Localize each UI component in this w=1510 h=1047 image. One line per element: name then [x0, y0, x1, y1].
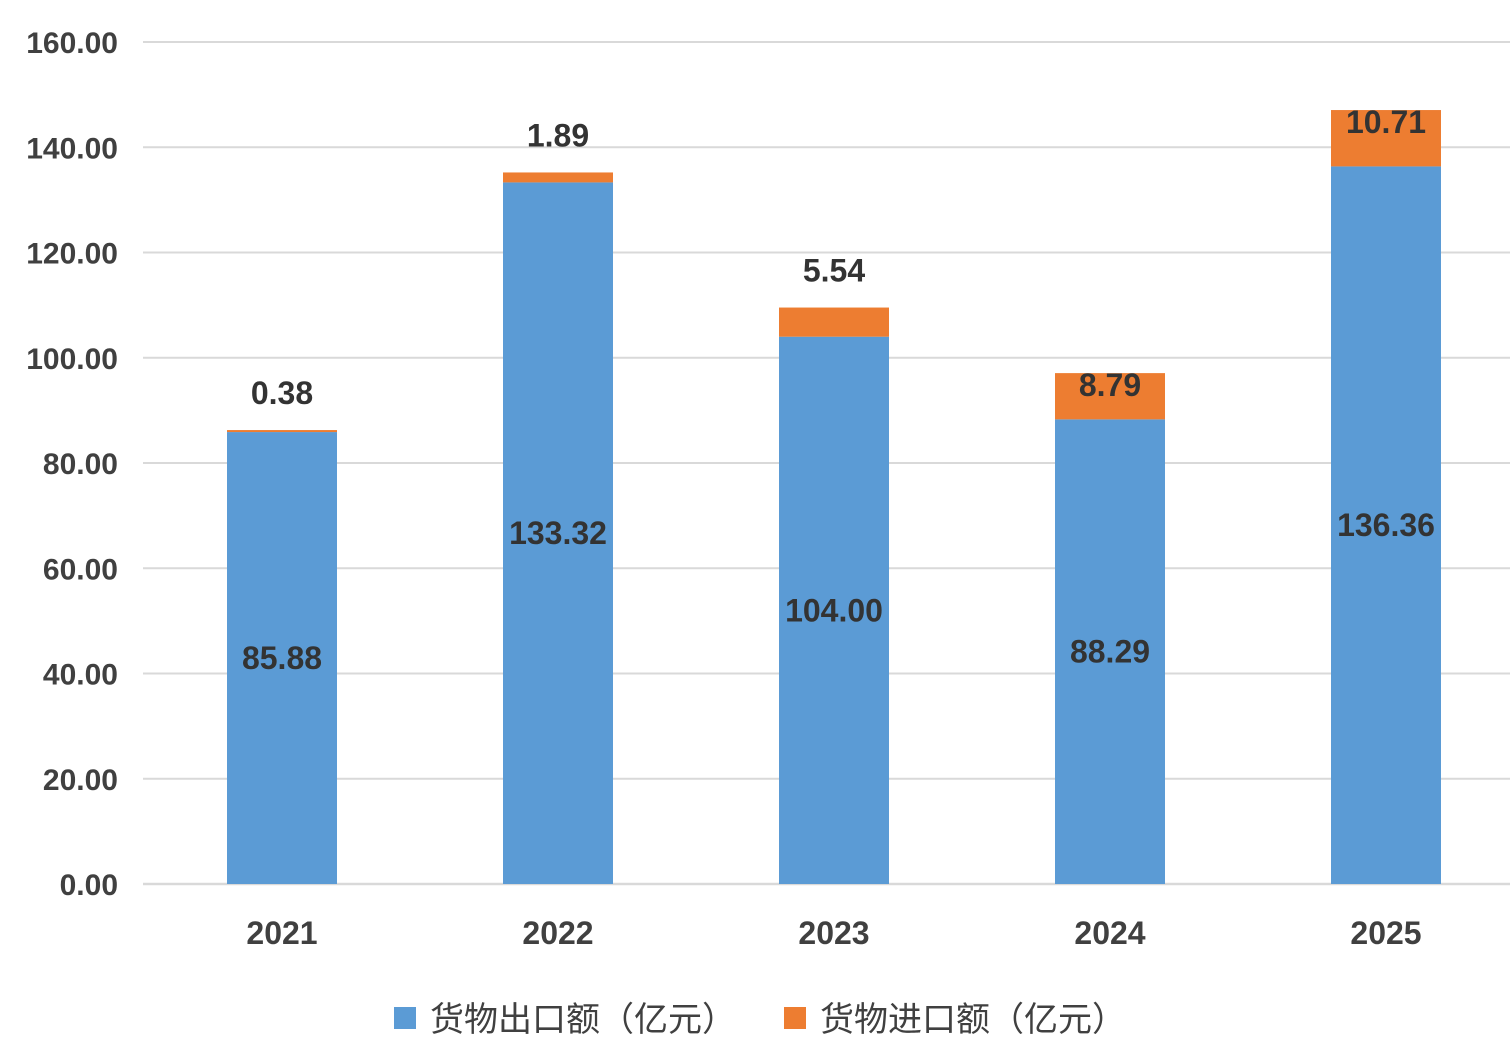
export-value-label: 85.88 [242, 640, 322, 676]
x-tick-label: 2024 [1074, 915, 1145, 951]
data-labels: 85.88 0.38 133.32 1.89 104.00 5.54 88.29 8.79 13… [242, 104, 1435, 676]
legend-label: 货物出口额（亿元） [430, 1000, 736, 1040]
x-tick-label: 2021 [246, 915, 317, 951]
export-bar [779, 336, 889, 884]
y-tick-label: 0.00 [60, 869, 118, 902]
y-tick-label: 80.00 [43, 448, 118, 481]
y-tick-label: 20.00 [43, 764, 118, 797]
import-value-label: 5.54 [803, 253, 865, 289]
export-value-label: 136.36 [1337, 507, 1435, 543]
export-bar [503, 182, 613, 884]
y-tick-label: 160.00 [26, 27, 118, 60]
import-value-label: 1.89 [527, 117, 589, 153]
y-axis-ticks: 0.00 20.00 40.00 60.00 80.00 100.00 120.00 140.… [26, 27, 118, 902]
export-value-label: 133.32 [509, 515, 607, 551]
export-bar [1331, 166, 1441, 884]
x-tick-label: 2022 [522, 915, 593, 951]
import-value-label: 10.71 [1346, 104, 1426, 140]
legend: 货物出口额（亿元） 货物进口额（亿元） [394, 1000, 1126, 1040]
x-tick-label: 2025 [1350, 915, 1421, 951]
x-axis-ticks: 2021 2022 2023 2024 2025 [246, 915, 1421, 951]
export-bar [1055, 419, 1165, 884]
import-bar [503, 172, 613, 183]
import-bar [779, 307, 889, 337]
import-bar [1331, 110, 1441, 167]
import-bar [1055, 373, 1165, 420]
bars [227, 110, 1441, 884]
import-value-label: 0.38 [251, 375, 313, 411]
import-bar [227, 430, 337, 433]
y-tick-label: 140.00 [26, 132, 118, 165]
export-value-label: 104.00 [785, 592, 883, 628]
y-tick-label: 100.00 [26, 343, 118, 376]
legend-swatch [394, 1007, 416, 1029]
y-tick-label: 60.00 [43, 553, 118, 586]
legend-label: 货物进口额（亿元） [820, 1000, 1126, 1040]
y-tick-label: 120.00 [26, 238, 118, 271]
import-value-label: 8.79 [1079, 367, 1141, 403]
x-tick-label: 2023 [798, 915, 869, 951]
export-value-label: 88.29 [1070, 634, 1150, 670]
export-bar [227, 432, 337, 884]
y-tick-label: 40.00 [43, 659, 118, 692]
legend-swatch [784, 1007, 806, 1029]
